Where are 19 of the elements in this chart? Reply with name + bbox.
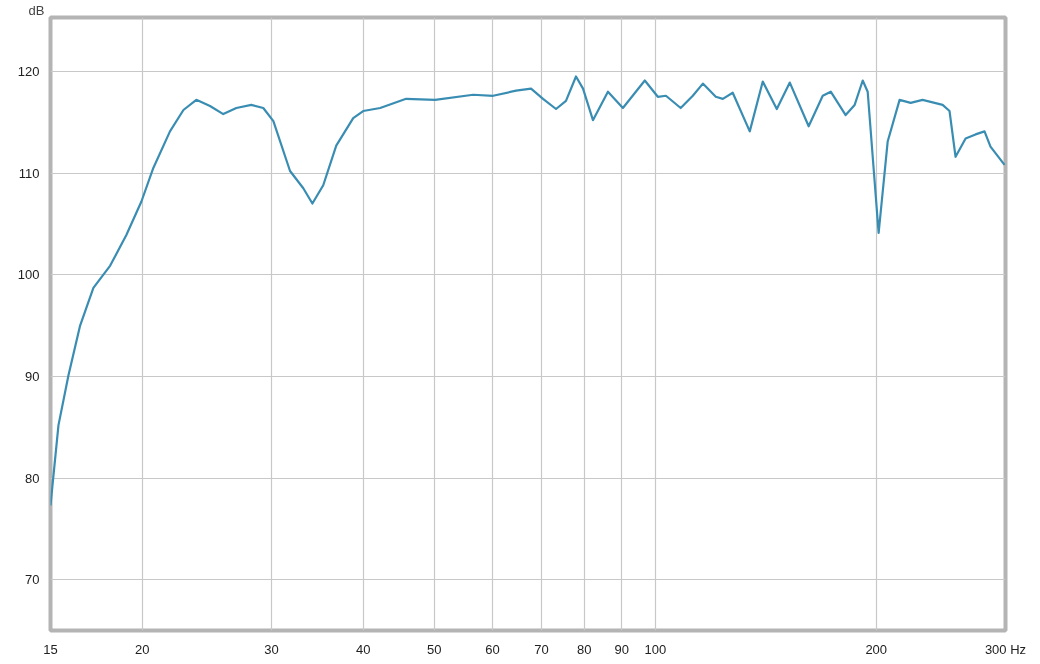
x-tick-label: 15 — [43, 641, 58, 657]
x-tick-label: 20 — [134, 641, 150, 657]
y-tick-label: 110 — [18, 165, 40, 181]
y-tick-label: 70 — [25, 572, 40, 588]
y-tick-label: 120 — [17, 63, 40, 79]
x-tick-label: 60 — [485, 641, 500, 657]
y-tick-label: 100 — [17, 267, 40, 283]
x-tick-label: 40 — [355, 641, 371, 657]
x-tick-label: 300 Hz — [984, 641, 1027, 657]
x-tick-label: 50 — [427, 641, 442, 657]
x-tick-label: 80 — [576, 641, 592, 657]
x-tick-label: 200 — [865, 641, 888, 657]
x-tick-label: 30 — [264, 641, 279, 657]
x-tick-label: 100 — [644, 641, 667, 657]
y-tick-label: 90 — [25, 368, 40, 384]
y-axis-title: dB — [28, 2, 45, 18]
x-tick-label: 90 — [614, 641, 629, 657]
x-tick-label: 70 — [534, 641, 549, 657]
y-tick-label: 80 — [25, 470, 40, 486]
